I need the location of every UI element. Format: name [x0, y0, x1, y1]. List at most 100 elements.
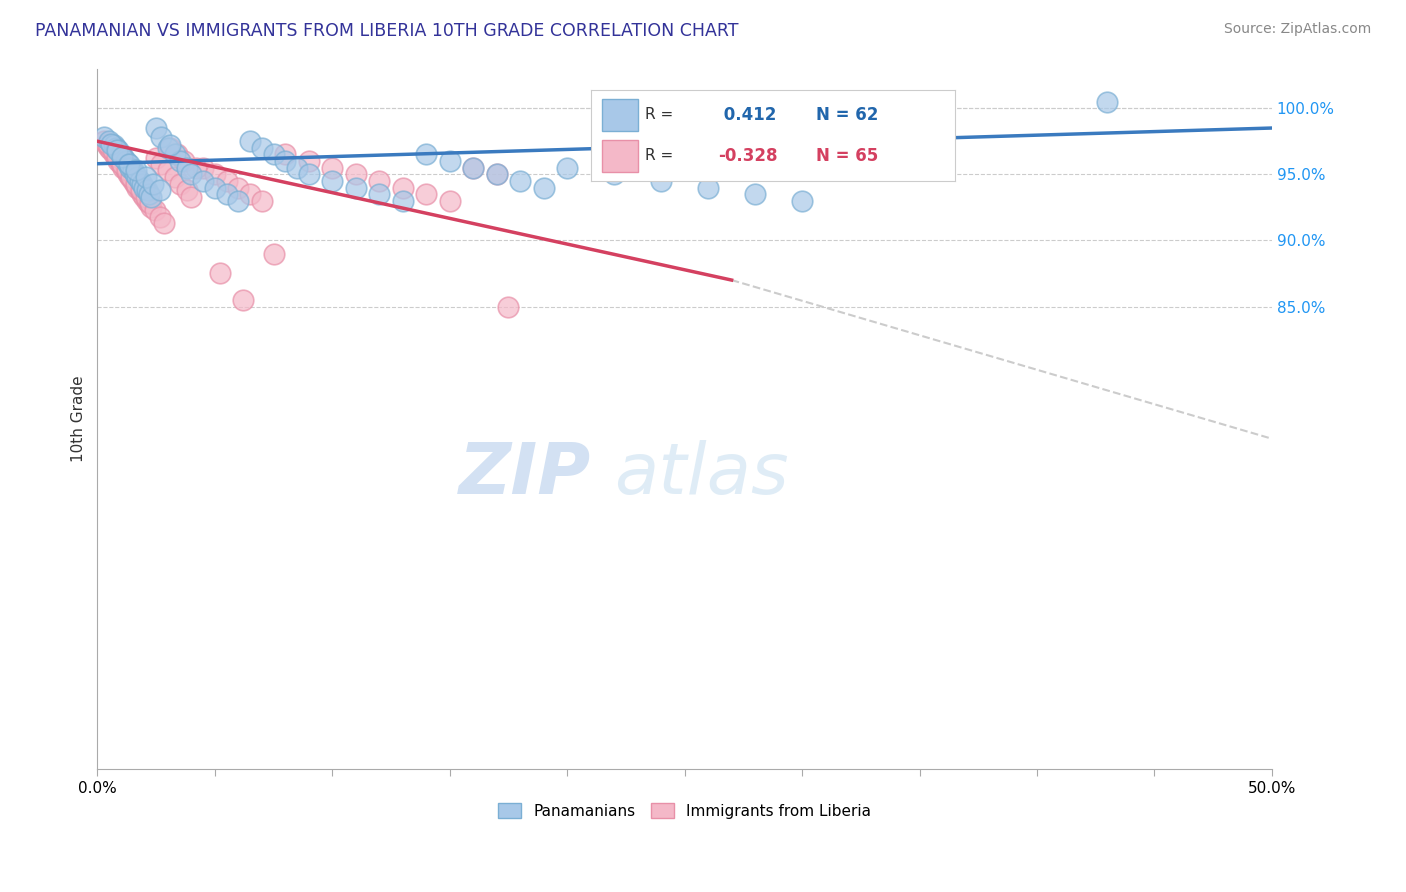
Point: [93, 130, 115, 145]
Point: [226, 194, 249, 208]
Point: [184, 161, 207, 175]
Point: [134, 180, 156, 194]
Point: [138, 196, 160, 211]
Point: [101, 144, 124, 158]
Point: [142, 177, 165, 191]
Point: [145, 121, 167, 136]
Point: [439, 154, 461, 169]
Point: [391, 194, 413, 208]
Point: [107, 154, 129, 169]
Point: [391, 180, 413, 194]
Text: atlas: atlas: [614, 441, 789, 509]
Point: [204, 167, 226, 181]
Point: [128, 174, 150, 188]
Point: [105, 150, 128, 164]
Point: [163, 147, 186, 161]
Point: [239, 134, 262, 148]
Point: [250, 141, 273, 155]
Point: [120, 161, 142, 175]
Point: [274, 147, 297, 161]
Point: [744, 187, 766, 202]
Point: [143, 202, 166, 217]
Point: [191, 174, 214, 188]
Point: [344, 180, 367, 194]
Point: [180, 190, 202, 204]
Point: [790, 194, 813, 208]
Point: [110, 157, 132, 171]
Point: [439, 194, 461, 208]
Point: [112, 161, 135, 175]
Point: [232, 293, 254, 307]
Point: [125, 163, 148, 178]
Point: [173, 154, 195, 169]
Point: [298, 154, 321, 169]
Point: [114, 154, 136, 169]
Point: [180, 167, 202, 181]
Point: [485, 167, 508, 181]
Point: [139, 196, 162, 211]
Point: [509, 174, 531, 188]
Point: [368, 174, 391, 188]
Point: [115, 163, 138, 178]
Point: [215, 187, 238, 202]
Point: [121, 163, 143, 178]
Point: [149, 157, 172, 171]
Point: [120, 169, 142, 184]
Point: [131, 177, 153, 191]
Point: [135, 183, 157, 197]
Point: [96, 138, 118, 153]
Point: [128, 183, 150, 197]
Point: [169, 177, 191, 191]
Point: [134, 169, 156, 184]
Point: [650, 174, 672, 188]
Point: [135, 194, 157, 208]
Point: [321, 174, 343, 188]
Point: [156, 141, 179, 155]
Point: [344, 167, 367, 181]
Point: [204, 180, 226, 194]
Point: [298, 167, 321, 181]
Point: [697, 180, 720, 194]
Point: [208, 267, 231, 281]
Point: [149, 183, 172, 197]
Point: [127, 169, 149, 184]
Point: [111, 150, 134, 164]
Point: [169, 154, 191, 169]
Text: ZIP: ZIP: [458, 441, 591, 509]
Point: [127, 180, 149, 194]
Point: [263, 246, 285, 260]
Y-axis label: 10th Grade: 10th Grade: [72, 376, 86, 462]
Point: [163, 169, 186, 184]
Point: [368, 187, 391, 202]
Point: [117, 157, 139, 171]
Point: [156, 163, 179, 178]
Point: [191, 161, 214, 175]
Point: [125, 177, 148, 191]
Point: [105, 141, 128, 155]
Point: [166, 147, 188, 161]
Point: [141, 200, 163, 214]
Point: [129, 183, 152, 197]
Point: [603, 167, 626, 181]
Point: [415, 147, 437, 161]
Point: [105, 150, 128, 164]
Point: [149, 210, 172, 224]
Point: [159, 138, 181, 153]
Point: [131, 187, 153, 202]
Text: PANAMANIAN VS IMMIGRANTS FROM LIBERIA 10TH GRADE CORRELATION CHART: PANAMANIAN VS IMMIGRANTS FROM LIBERIA 10…: [35, 22, 738, 40]
Point: [153, 216, 176, 230]
Point: [121, 174, 143, 188]
Point: [117, 167, 139, 181]
Point: [114, 163, 136, 178]
Point: [138, 187, 160, 202]
Point: [100, 144, 122, 158]
Point: [215, 174, 238, 188]
Point: [103, 138, 125, 153]
Point: [415, 187, 437, 202]
Point: [485, 167, 508, 181]
Point: [141, 190, 163, 204]
Point: [110, 147, 132, 161]
Point: [134, 190, 156, 204]
Point: [120, 169, 142, 184]
Point: [1097, 95, 1119, 109]
